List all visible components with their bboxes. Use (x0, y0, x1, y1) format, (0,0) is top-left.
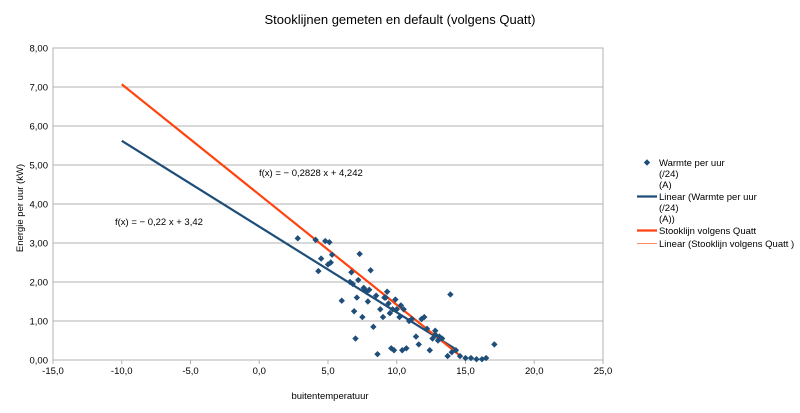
data-point (408, 315, 416, 323)
data-point (370, 323, 377, 331)
x-tick-label: 15,0 (456, 366, 475, 377)
data-point (317, 255, 325, 262)
data-point (396, 313, 403, 321)
y-tick-label: 2,00 (30, 278, 49, 289)
data-point (473, 356, 480, 363)
data-point (353, 294, 361, 301)
y-tick-label: 3,00 (30, 239, 49, 250)
x-tick-label: -15,0 (42, 366, 64, 377)
x-axis-label: buitentemperatuur (291, 391, 368, 402)
data-point (444, 352, 451, 360)
legend-marker (643, 159, 651, 166)
data-point (349, 280, 356, 288)
data-point (382, 294, 389, 301)
data-point (386, 310, 394, 317)
data-point (390, 347, 398, 354)
data-point (482, 354, 490, 362)
y-tick-label: 6,00 (30, 122, 49, 133)
y-axis-ticks: 0,00 1,00 2,00 3,00 4,00 5,00 6,00 7,00 8,00 (30, 44, 49, 367)
x-tick-label: 25,0 (594, 366, 613, 377)
data-point (426, 347, 433, 354)
legend-label: Linear (Stooklijn volgens Quatt ) (659, 239, 794, 250)
data-point (359, 313, 366, 321)
x-tick-label: 0,0 (253, 366, 266, 377)
x-tick-label: 20,0 (525, 366, 544, 377)
data-point (397, 302, 405, 309)
data-point (462, 354, 469, 362)
data-point (415, 341, 422, 348)
chart-title: Stooklijnen gemeten en default (volgens … (264, 12, 535, 27)
data-point (456, 352, 464, 360)
data-point (312, 236, 319, 244)
equation-label-1: f(x) = − 0,2828 x + 4,242 (259, 168, 363, 179)
data-point (452, 347, 460, 354)
data-point (294, 235, 301, 242)
data-point (348, 269, 355, 276)
data-point (377, 306, 384, 313)
data-point (383, 288, 391, 295)
y-axis-label: Energie per uur (kW) (15, 164, 26, 252)
x-tick-label: 5,0 (321, 366, 334, 377)
data-point (392, 296, 399, 303)
data-point (412, 333, 420, 340)
data-point (385, 300, 392, 307)
y-tick-label: 0,00 (30, 356, 49, 367)
y-tick-label: 5,00 (30, 161, 49, 172)
legend-entry: Warmte per uur(/24)(A) (643, 158, 725, 191)
data-point (400, 306, 407, 313)
data-point (423, 325, 431, 332)
data-point (447, 291, 454, 298)
data-point (326, 239, 333, 246)
data-point (393, 306, 400, 313)
scatter-points (294, 235, 498, 363)
x-tick-label: -10,0 (111, 366, 133, 377)
y-tick-label: 1,00 (30, 317, 49, 328)
data-point (491, 341, 498, 348)
x-tick-label: -5,0 (182, 366, 198, 377)
data-point (328, 251, 336, 258)
data-point (374, 350, 381, 358)
legend-label: (/24) (659, 203, 679, 214)
data-point (467, 354, 475, 362)
series-line (121, 139, 456, 350)
legend-label: Linear (Warmte per uur (659, 192, 757, 203)
legend-label: (A) (659, 180, 672, 191)
data-point (361, 286, 369, 293)
equation-label-2: f(x) = − 0,22 x + 3,42 (115, 217, 203, 228)
data-point (315, 267, 322, 275)
data-point (327, 259, 334, 266)
y-tick-label: 4,00 (30, 200, 49, 211)
legend-label: Warmte per uur (659, 158, 725, 169)
legend-label: (/24) (659, 169, 679, 180)
data-point (421, 313, 428, 321)
legend: Warmte per uur(/24)(A)Linear (Warmte per… (637, 158, 794, 250)
data-point (352, 335, 359, 342)
data-point (389, 306, 396, 313)
data-point (338, 297, 345, 304)
data-point (403, 345, 410, 352)
data-point (367, 267, 374, 274)
legend-label: (A)) (659, 214, 675, 225)
data-point (364, 298, 372, 305)
data-point (372, 292, 380, 299)
data-point (350, 308, 358, 315)
legend-label: Stooklijn volgens Quatt (659, 226, 757, 237)
data-point (366, 286, 373, 293)
y-tick-label: 8,00 (30, 44, 49, 55)
data-point (379, 313, 387, 321)
data-point (429, 335, 436, 342)
legend-entry: Stooklijn volgens Quatt (637, 226, 757, 237)
data-point (438, 335, 446, 342)
y-tick-label: 7,00 (30, 83, 49, 94)
data-point (355, 276, 362, 284)
data-point (356, 250, 363, 258)
legend-entry: Linear (Warmte per uur(/24)(A)) (637, 192, 757, 225)
data-point (432, 327, 439, 334)
x-axis-ticks: -15,0 -10,0 -5,0 0,0 5,0 10,0 15,0 20,0 25,0 (42, 360, 612, 377)
legend-entry: Linear (Stooklijn volgens Quatt ) (637, 239, 794, 250)
x-tick-label: 10,0 (388, 366, 407, 377)
